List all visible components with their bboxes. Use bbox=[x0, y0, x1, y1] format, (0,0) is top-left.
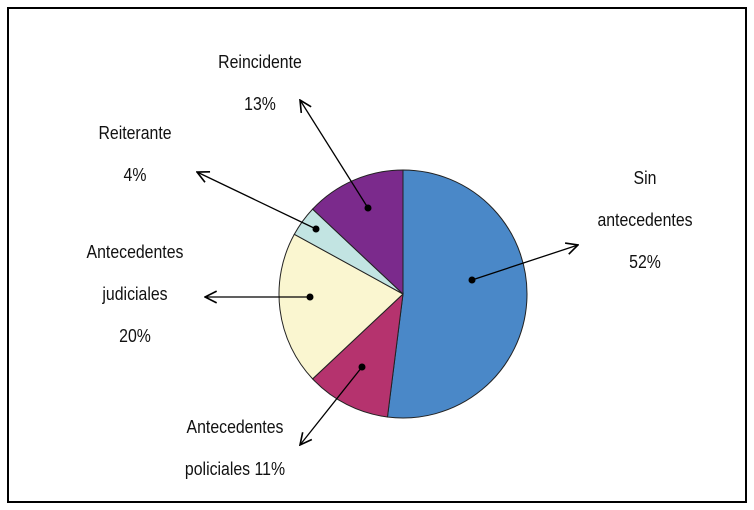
leader-arrow bbox=[300, 366, 363, 445]
leader-dot bbox=[358, 363, 366, 371]
category-label: Antecedentes judiciales bbox=[86, 242, 184, 304]
slice-label: Reiterante 4% bbox=[82, 112, 188, 196]
value-label: 13% bbox=[244, 94, 276, 114]
leader-dot bbox=[312, 225, 320, 233]
frame bbox=[7, 7, 747, 503]
slice-label: Sin antecedentes 52% bbox=[588, 157, 702, 283]
category-label: Reiterante bbox=[98, 123, 172, 143]
leader-arrow bbox=[197, 172, 317, 230]
value-label: 4% bbox=[123, 165, 147, 185]
leader-dot bbox=[306, 293, 314, 301]
pie-slice bbox=[311, 169, 404, 296]
leader-dot bbox=[468, 276, 476, 284]
category-label: Antecedentes policiales bbox=[184, 417, 284, 479]
slice-label: Antecedentes policiales 11% bbox=[165, 406, 306, 490]
slice-label: Antecedentes judiciales 20% bbox=[82, 231, 188, 357]
value-label: 20% bbox=[119, 326, 151, 346]
category-label: Sin antecedentes bbox=[597, 168, 693, 230]
slice-label: Reincidente 13% bbox=[207, 41, 313, 125]
pie-slice bbox=[386, 169, 528, 419]
pie-slice bbox=[311, 292, 404, 418]
value-label: 52% bbox=[629, 252, 661, 272]
leader-arrow bbox=[471, 245, 578, 281]
pie-slice bbox=[278, 233, 404, 380]
category-label: Reincidente bbox=[218, 52, 302, 72]
leader-dot bbox=[364, 204, 372, 212]
leader-arrow bbox=[300, 100, 369, 209]
value-label: 11% bbox=[254, 459, 286, 479]
